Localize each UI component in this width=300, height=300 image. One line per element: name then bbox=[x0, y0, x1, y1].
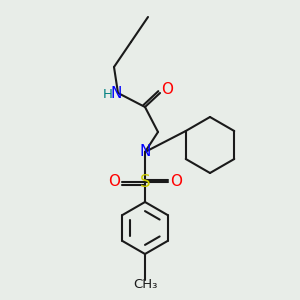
Text: CH₃: CH₃ bbox=[133, 278, 157, 290]
Text: N: N bbox=[139, 145, 151, 160]
Text: O: O bbox=[108, 175, 120, 190]
Text: O: O bbox=[161, 82, 173, 97]
Text: N: N bbox=[110, 85, 122, 100]
Text: O: O bbox=[170, 175, 182, 190]
Text: S: S bbox=[140, 173, 150, 191]
Text: H: H bbox=[103, 88, 113, 101]
